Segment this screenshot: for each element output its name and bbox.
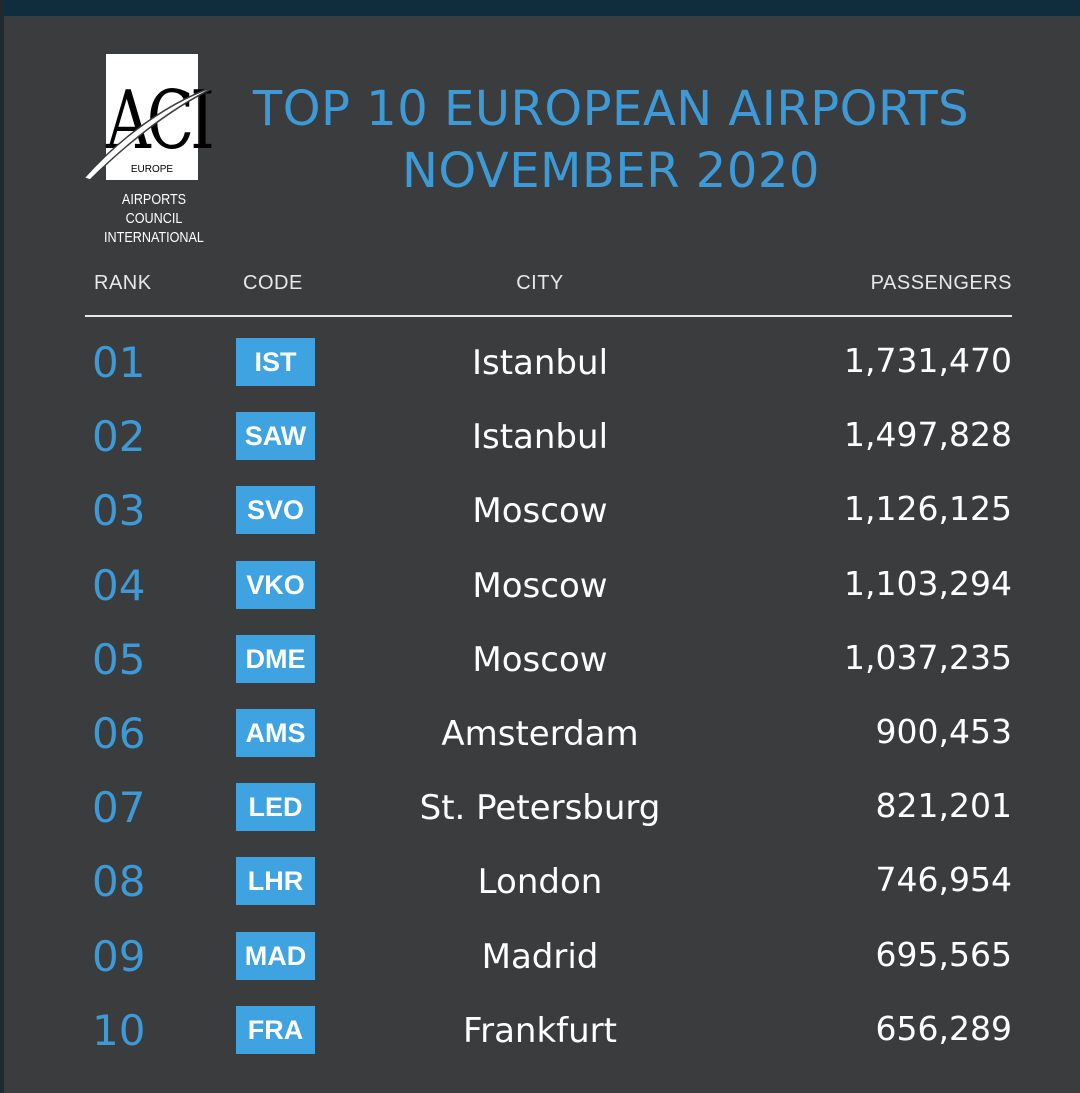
airport-code-badge: VKO xyxy=(236,560,315,609)
passengers-cell: 1,731,470 xyxy=(844,341,1012,380)
logo-council-text: AIRPORTS COUNCIL INTERNATIONAL xyxy=(92,190,216,247)
table-row: 03 SVO Moscow 1,126,125 xyxy=(0,474,1080,548)
passengers-cell: 900,453 xyxy=(875,711,1012,751)
chart-title-block: TOP 10 EUROPEAN AIRPORTS NOVEMBER 2020 xyxy=(230,78,992,202)
rank-cell: 04 xyxy=(92,560,146,610)
column-header-rank: RANK xyxy=(94,272,152,294)
table-row: 05 DME Moscow 1,037,235 xyxy=(0,623,1080,697)
rank-cell: 08 xyxy=(92,857,146,907)
city-cell: Moscow xyxy=(472,565,608,606)
passengers-cell: 1,497,828 xyxy=(844,415,1012,455)
top-bar xyxy=(0,0,1080,16)
passengers-cell: 821,201 xyxy=(875,786,1012,826)
passengers-cell: 1,103,294 xyxy=(844,563,1012,603)
passengers-cell: 1,126,125 xyxy=(844,489,1012,529)
table-row: 04 VKO Moscow 1,103,294 xyxy=(0,549,1080,623)
city-cell: Moscow xyxy=(472,639,608,680)
airport-code-badge: DME xyxy=(236,634,315,683)
table-body: 01 IST Istanbul 1,731,470 02 SAW Istanbul 1,497… xyxy=(0,326,1080,1068)
logo-box xyxy=(106,54,198,180)
table-row: 01 IST Istanbul 1,731,470 xyxy=(0,326,1080,400)
logo-council-line2: INTERNATIONAL xyxy=(104,229,204,246)
logo-swoosh-icon xyxy=(82,83,223,181)
rank-cell: 06 xyxy=(92,708,146,758)
airport-code-badge: LED xyxy=(236,783,315,832)
rank-cell: 02 xyxy=(92,412,146,462)
city-cell: Madrid xyxy=(481,936,599,977)
table-row: 02 SAW Istanbul 1,497,828 xyxy=(0,400,1080,474)
logo-region: EUROPE xyxy=(130,164,174,175)
airport-code-badge: LHR xyxy=(236,857,315,906)
airport-code-badge: FRA xyxy=(236,1005,315,1054)
column-header-passengers: PASSENGERS xyxy=(870,272,1012,294)
table-row: 06 AMS Amsterdam 900,453 xyxy=(0,697,1080,771)
passengers-cell: 656,289 xyxy=(875,1008,1012,1048)
city-cell: Amsterdam xyxy=(441,713,639,754)
column-header-code: CODE xyxy=(243,272,303,294)
city-cell: Moscow xyxy=(472,491,608,532)
passengers-cell: 746,954 xyxy=(875,860,1012,900)
table-row: 10 FRA Frankfurt 656,289 xyxy=(0,994,1080,1068)
airport-code-badge: IST xyxy=(236,338,315,386)
table-row: 09 MAD Madrid 695,565 xyxy=(0,920,1080,994)
chart-subtitle: NOVEMBER 2020 xyxy=(402,143,820,199)
city-cell: Istanbul xyxy=(471,417,609,458)
airport-code-badge: SAW xyxy=(236,412,315,461)
city-cell: St. Petersburg xyxy=(419,788,661,829)
rank-cell: 01 xyxy=(92,338,146,387)
rank-cell: 09 xyxy=(92,931,146,981)
rank-cell: 07 xyxy=(92,783,146,833)
column-header-city: CITY xyxy=(516,272,564,294)
rank-cell: 10 xyxy=(92,1005,146,1055)
city-cell: London xyxy=(477,862,603,903)
city-cell: Istanbul xyxy=(471,343,609,383)
passengers-cell: 1,037,235 xyxy=(844,637,1012,677)
airport-code-badge: MAD xyxy=(236,931,315,980)
table-row: 08 LHR London 746,954 xyxy=(0,845,1080,919)
airport-code-badge: AMS xyxy=(236,708,315,757)
airport-code-badge: SVO xyxy=(236,486,315,535)
aci-europe-logo: ACI EUROPE AIRPORTS COUNCIL INTERNATIONA… xyxy=(80,52,228,246)
chart-title: TOP 10 EUROPEAN AIRPORTS xyxy=(252,81,970,137)
passengers-cell: 695,565 xyxy=(875,934,1012,974)
rank-cell: 03 xyxy=(92,486,146,536)
rank-cell: 05 xyxy=(92,634,146,684)
header-divider xyxy=(85,315,1012,317)
table-header: RANK CODE CITY PASSENGERS xyxy=(0,268,1080,298)
left-edge-strip xyxy=(0,0,4,1093)
table-row: 07 LED St. Petersburg 821,201 xyxy=(0,771,1080,845)
city-cell: Frankfurt xyxy=(463,1010,617,1051)
logo-council-line1: AIRPORTS COUNCIL xyxy=(121,191,187,227)
